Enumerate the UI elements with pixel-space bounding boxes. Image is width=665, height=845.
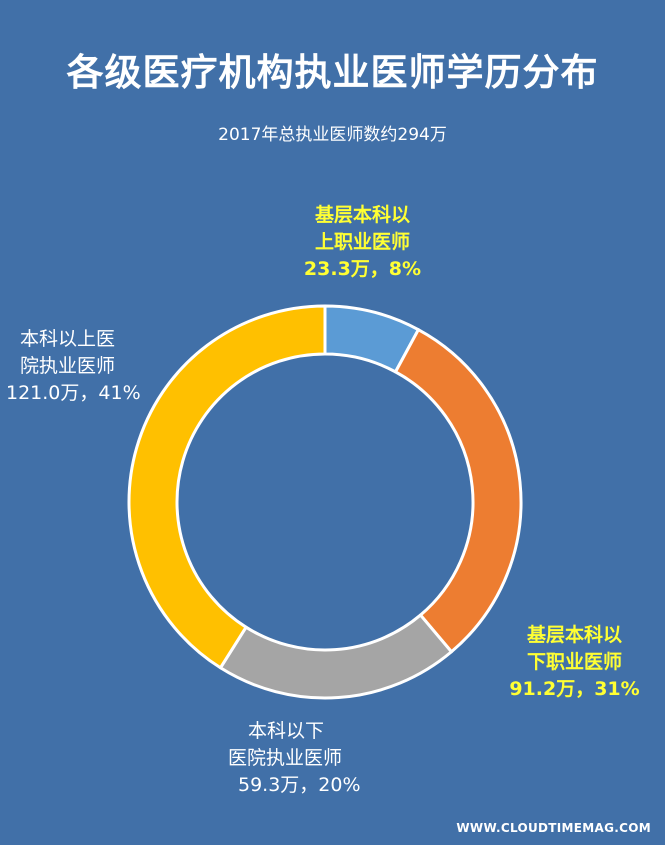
donut-slice-1: [394, 328, 523, 654]
chart-subtitle: 2017年总执业医师数约294万: [218, 125, 447, 145]
donut-slice-3: [127, 304, 327, 670]
label-primary-above-value: 23.3万，8%: [303, 258, 422, 280]
label-primary-above-line1: 基层本科以: [314, 204, 410, 226]
footer-website: WWW.CLOUDTIMEMAG.COM: [456, 821, 651, 835]
label-primary-below-line2: 下职业医师: [526, 651, 622, 673]
label-hospital-above-line2: 院执业医师: [20, 355, 116, 377]
donut-slice-2: [218, 613, 453, 700]
label-primary-below-value: 91.2万，31%: [509, 678, 640, 700]
label-hospital-below-line1: 本科以下: [248, 720, 325, 742]
label-hospital-above-line1: 本科以上医: [20, 328, 116, 350]
label-primary-above-line2: 上职业医师: [314, 231, 410, 253]
label-hospital-above: 本科以上医 院执业医师 121.0万，41%: [6, 326, 176, 407]
label-hospital-below: 本科以下 医院执业医师 59.3万，20%: [228, 718, 398, 799]
label-primary-below: 基层本科以 下职业医师 91.2万，31%: [492, 622, 657, 703]
label-hospital-above-value: 121.0万，41%: [6, 382, 141, 404]
label-hospital-below-value: 59.3万，20%: [238, 774, 361, 796]
label-primary-above: 基层本科以 上职业医师 23.3万，8%: [280, 202, 445, 283]
chart-title: 各级医疗机构执业医师学历分布: [66, 51, 599, 94]
label-primary-below-line1: 基层本科以: [526, 624, 622, 646]
label-hospital-below-line2: 医院执业医师: [228, 747, 343, 769]
